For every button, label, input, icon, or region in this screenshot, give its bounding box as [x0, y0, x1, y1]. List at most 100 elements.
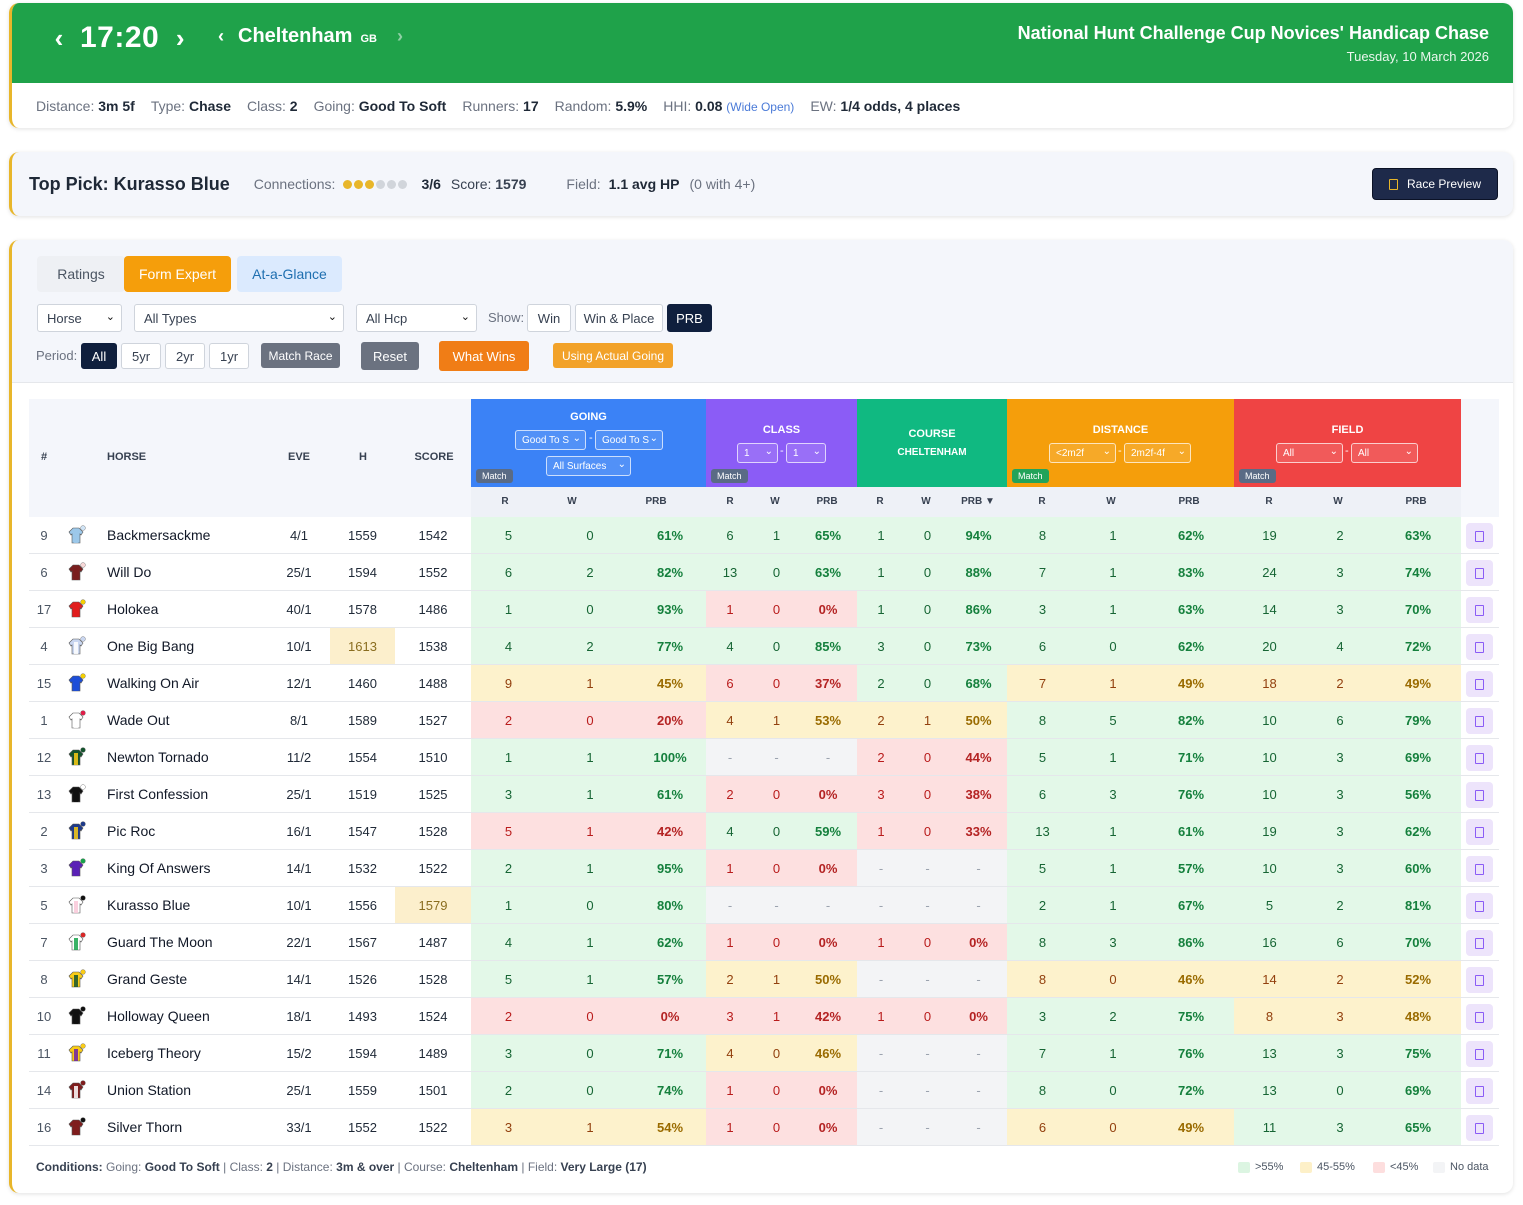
field-r-header[interactable]: R: [1265, 496, 1273, 507]
period-2yr-button[interactable]: 2yr: [165, 343, 205, 369]
runner-notes-button[interactable]: [1466, 1115, 1493, 1141]
horse-name[interactable]: Pic Roc: [107, 823, 156, 839]
using-actual-going-button[interactable]: Using Actual Going: [553, 343, 673, 368]
runner-notes-button[interactable]: [1466, 782, 1493, 808]
class-to-select[interactable]: 1 ⌄: [786, 443, 826, 463]
runner-notes-button[interactable]: [1466, 967, 1493, 993]
col-horse[interactable]: HORSE: [107, 451, 147, 463]
tab-ratings[interactable]: Ratings: [37, 256, 125, 292]
runner-notes-button[interactable]: [1466, 745, 1493, 771]
horse-name[interactable]: Kurasso Blue: [107, 897, 191, 913]
col-number[interactable]: #: [40, 451, 48, 463]
table-row[interactable]: 14 Union Station 25/1 1559 1501 2 0 74% 1 0 0% - - -8…: [29, 1072, 1499, 1109]
period-all-button[interactable]: All: [81, 343, 117, 369]
horse-name[interactable]: Grand Geste: [107, 971, 188, 987]
going-prb-header[interactable]: PRB: [645, 496, 667, 507]
horse-name[interactable]: One Big Bang: [107, 638, 195, 654]
horse-name[interactable]: Guard The Moon: [107, 934, 213, 950]
distance-prb-header[interactable]: PRB: [1178, 496, 1200, 507]
show-prb-button[interactable]: PRB: [667, 304, 712, 332]
horse-name[interactable]: Holokea: [107, 601, 159, 617]
class-match-badge[interactable]: Match: [711, 469, 748, 483]
going-from-select[interactable]: Good To S ⌄: [515, 430, 586, 450]
table-row[interactable]: 1 Wade Out 8/1 1589 1527 2 0 20% 4 1 53% 2 1 50% 8 5 82%…: [29, 702, 1499, 739]
period-5yr-button[interactable]: 5yr: [121, 343, 161, 369]
class-w-header[interactable]: W: [770, 496, 780, 507]
table-row[interactable]: 16 Silver Thorn 33/1 1552 1522 3 1 54% 1 0 0% - - -6 0…: [29, 1109, 1499, 1146]
types-select[interactable]: All Types ⌄: [134, 304, 344, 332]
horse-name[interactable]: Iceberg Theory: [107, 1045, 201, 1061]
course-r-header[interactable]: R: [876, 496, 884, 507]
show-win-button[interactable]: Win: [527, 304, 571, 332]
table-row[interactable]: 5 Kurasso Blue 10/1 1556 1579 1 0 80% - - - - - -2 1 67…: [29, 887, 1499, 924]
table-row[interactable]: 17 Holokea 40/1 1578 1486 1 0 93% 1 0 0% 1 0 86% 3 1 63%…: [29, 591, 1499, 628]
match-race-button[interactable]: Match Race: [261, 343, 340, 368]
col-eve[interactable]: EVE: [287, 451, 310, 463]
class-r-header[interactable]: R: [726, 496, 734, 507]
table-row[interactable]: 3 King Of Answers 14/1 1532 1522 2 1 95% 1 0 0% - - -…: [29, 850, 1499, 887]
runner-notes-button[interactable]: [1466, 560, 1493, 586]
field-match-badge[interactable]: Match: [1239, 469, 1276, 483]
field-from-select[interactable]: All ⌄: [1276, 443, 1343, 463]
show-win-place-button[interactable]: Win & Place: [575, 304, 663, 332]
distance-from-select[interactable]: <2m2f ⌄: [1049, 443, 1116, 463]
horse-name[interactable]: Backmersackme: [107, 527, 211, 543]
horse-name[interactable]: Will Do: [107, 564, 152, 580]
runner-notes-button[interactable]: [1466, 597, 1493, 623]
next-course-chevron-icon[interactable]: ›: [396, 26, 403, 46]
race-preview-button[interactable]: Race Preview: [1372, 168, 1498, 200]
table-row[interactable]: 7 Guard The Moon 22/1 1567 1487 4 1 62% 1 0 0% 1 0 0%…: [29, 924, 1499, 961]
surface-select[interactable]: All Surfaces ⌄: [546, 456, 631, 476]
table-row[interactable]: 4 One Big Bang 10/1 1613 1538 4 2 77% 4 0 85% 3 0 73%…: [29, 628, 1499, 665]
field-prb-header[interactable]: PRB: [1405, 496, 1427, 507]
horse-name[interactable]: Newton Tornado: [107, 749, 209, 765]
col-score[interactable]: SCORE: [414, 451, 454, 463]
period-1yr-button[interactable]: 1yr: [209, 343, 249, 369]
horse-name[interactable]: Wade Out: [107, 712, 170, 728]
horse-name[interactable]: First Confession: [107, 786, 209, 802]
going-to-select[interactable]: Good To S ⌄: [595, 430, 663, 450]
distance-match-badge[interactable]: Match: [1012, 469, 1049, 483]
runner-notes-button[interactable]: [1466, 634, 1493, 660]
distance-r-header[interactable]: R: [1038, 496, 1046, 507]
hcp-select[interactable]: All Hcp ⌄: [356, 304, 477, 332]
table-row[interactable]: 15 Walking On Air 12/1 1460 1488 9 1 45% 6 0 37% 2 0…: [29, 665, 1499, 702]
runner-notes-button[interactable]: [1466, 856, 1493, 882]
horse-name[interactable]: Walking On Air: [107, 675, 200, 691]
what-wins-button[interactable]: What Wins: [439, 341, 529, 371]
reset-button[interactable]: Reset: [361, 342, 419, 370]
tab-at-a-glance[interactable]: At-a-Glance: [237, 256, 342, 292]
prev-course-chevron-icon[interactable]: ‹: [218, 26, 224, 46]
next-race-chevron-icon[interactable]: ›: [175, 22, 185, 53]
runner-notes-button[interactable]: [1466, 893, 1493, 919]
runner-notes-button[interactable]: [1466, 1004, 1493, 1030]
horse-name[interactable]: Silver Thorn: [107, 1119, 183, 1135]
going-match-badge[interactable]: Match: [476, 469, 513, 483]
runner-notes-button[interactable]: [1466, 708, 1493, 734]
going-w-header[interactable]: W: [567, 496, 577, 507]
table-row[interactable]: 2 Pic Roc 16/1 1547 1528 5 1 42% 4 0 59% 1 0 33% 13 1 61…: [29, 813, 1499, 850]
course-prb-header-sorted[interactable]: PRB ▼: [961, 496, 995, 507]
table-row[interactable]: 10 Holloway Queen 18/1 1493 1524 2 0 0% 3 1 42% 1 0 0…: [29, 998, 1499, 1035]
horse-select[interactable]: Horse ⌄: [37, 304, 122, 332]
table-row[interactable]: 11 Iceberg Theory 15/2 1594 1489 3 0 71% 4 0 46% - -…: [29, 1035, 1499, 1072]
table-row[interactable]: 13 First Confession 25/1 1519 1525 3 1 61% 2 0 0% 3…: [29, 776, 1499, 813]
runner-notes-button[interactable]: [1466, 930, 1493, 956]
runner-notes-button[interactable]: [1466, 523, 1493, 549]
field-w-header[interactable]: W: [1333, 496, 1343, 507]
tab-form-expert[interactable]: Form Expert: [124, 256, 231, 292]
table-row[interactable]: 9 Backmersackme 4/1 1559 1542 5 0 61% 6 1 65% 1 0 94%…: [29, 517, 1499, 554]
runner-notes-button[interactable]: [1466, 819, 1493, 845]
class-prb-header[interactable]: PRB: [816, 496, 838, 507]
table-row[interactable]: 12 Newton Tornado 11/2 1554 1510 1 1 100% - - -2 0 4…: [29, 739, 1499, 776]
runner-notes-button[interactable]: [1466, 1041, 1493, 1067]
going-r-header[interactable]: R: [501, 496, 509, 507]
class-from-select[interactable]: 1 ⌄: [737, 443, 778, 463]
col-h[interactable]: H: [359, 451, 367, 463]
horse-name[interactable]: King Of Answers: [107, 860, 211, 876]
runner-notes-button[interactable]: [1466, 671, 1493, 697]
runner-notes-button[interactable]: [1466, 1078, 1493, 1104]
field-to-select[interactable]: All ⌄: [1351, 443, 1418, 463]
prev-race-chevron-icon[interactable]: ‹: [54, 22, 64, 53]
table-row[interactable]: 6 Will Do 25/1 1594 1552 6 2 82% 13 0 63% 1 0 88% 7 1 83…: [29, 554, 1499, 591]
